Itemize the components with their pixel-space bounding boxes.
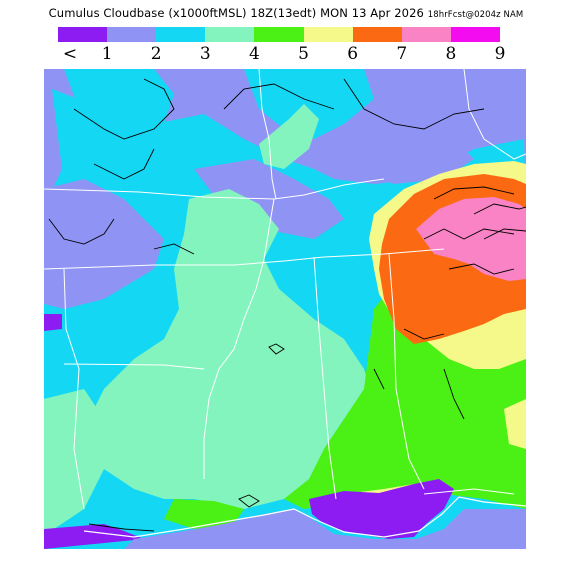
title-main: Cumulus Cloudbase (x1000ftMSL) 18Z(13edt… (48, 6, 424, 20)
legend-tick-5: 5 (298, 44, 309, 64)
field-7-8-core (476, 219, 526, 269)
legend-swatch-0 (58, 27, 108, 42)
legend-tick-3: 3 (199, 44, 211, 64)
legend-tick-4: 4 (249, 44, 260, 64)
legend-swatch-2 (156, 27, 206, 42)
field-lt1-gulf (309, 479, 454, 539)
legend-tick-9: 9 (494, 44, 506, 64)
cloudbase-map (44, 69, 526, 549)
contour-lines (48, 78, 526, 532)
legend-tick-labels: <1 2 3 4 5 6 7 8 9 (58, 44, 558, 64)
field-lt1-west (44, 314, 62, 331)
legend-tick-1: 1 (101, 44, 113, 64)
color-legend (58, 27, 500, 42)
field-5-6-se (504, 399, 526, 449)
legend-tick-2: 2 (150, 44, 162, 64)
field-lt1-sw (44, 524, 144, 549)
legend-swatch-8 (450, 27, 500, 42)
legend-tick-6: 6 (347, 44, 359, 64)
coastline (83, 496, 526, 538)
field-3-4-north (259, 104, 319, 169)
legend-swatch-7 (401, 27, 451, 42)
legend-swatch-1 (107, 27, 157, 42)
gulf-water (124, 509, 526, 549)
legend-tick-0: < (62, 44, 78, 64)
field-2-3-nw (64, 69, 174, 139)
field-1-2-west (44, 179, 164, 309)
legend-swatch-6 (352, 27, 402, 42)
chart-title: Cumulus Cloudbase (x1000ftMSL) 18Z(13edt… (0, 6, 572, 20)
field-4-5-east (284, 229, 526, 509)
legend-tick-8: 8 (445, 44, 457, 64)
legend-swatch-3 (205, 27, 255, 42)
legend-swatch-5 (303, 27, 353, 42)
field-3-4-main (84, 189, 374, 509)
title-forecast: 18hrFcst@0204z NAM (427, 10, 524, 20)
field-1-2-ne (344, 119, 474, 184)
state-borders (44, 69, 526, 510)
field-2-3-north (244, 69, 374, 139)
legend-tick-7: 7 (396, 44, 408, 64)
legend-swatch-4 (254, 27, 304, 42)
map-svg (44, 69, 526, 549)
field-3-4-south (44, 389, 104, 529)
